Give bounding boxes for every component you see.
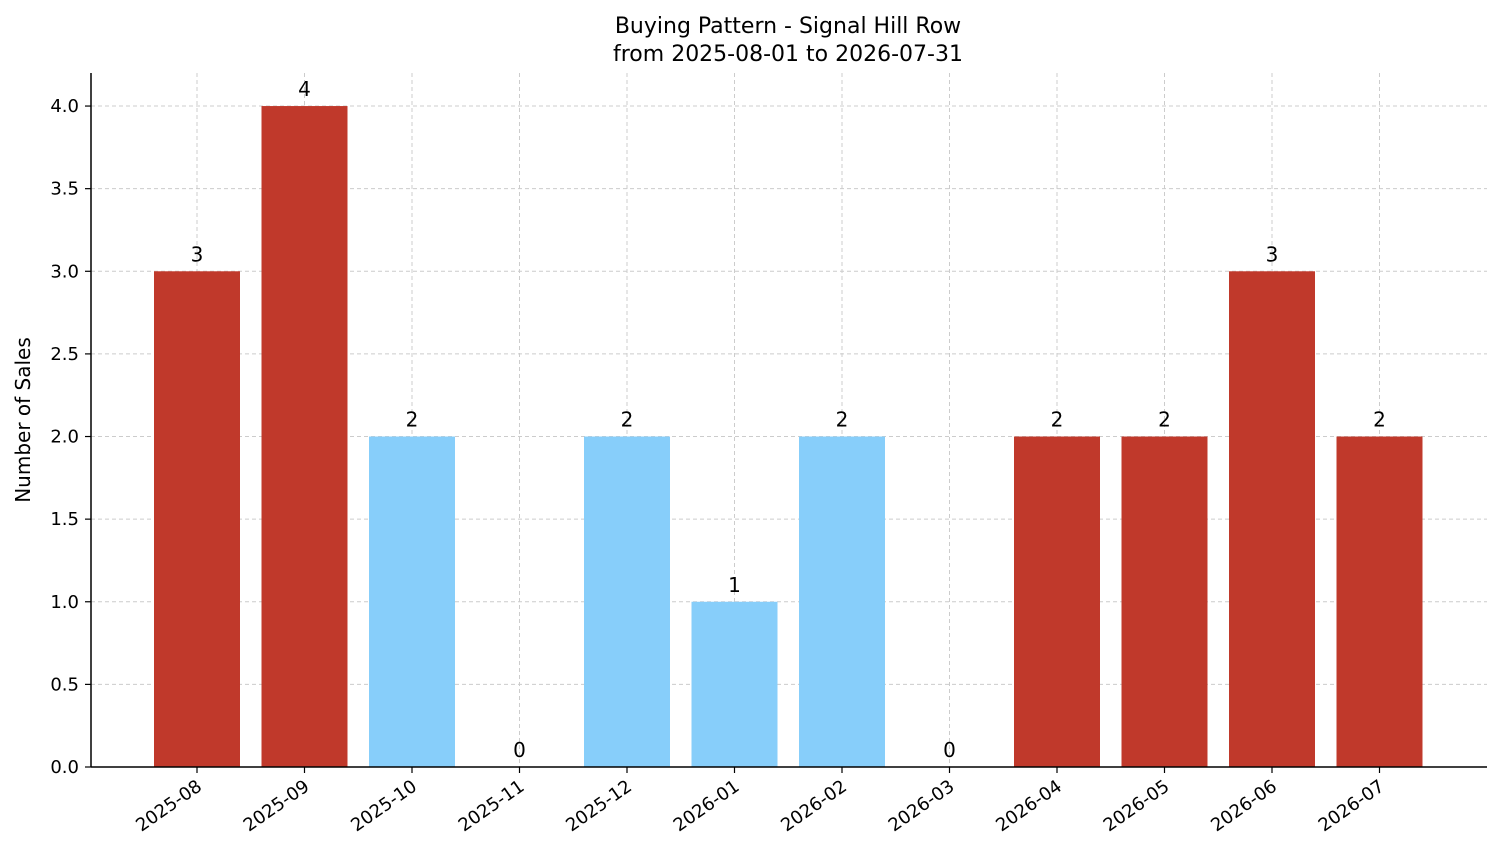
bar — [1336, 436, 1423, 767]
bar — [1121, 436, 1208, 767]
y-tick-label: 1.0 — [50, 592, 79, 613]
data-labels-layer: 3 4 2 0 2 1 2 0 2 2 3 2 — [191, 77, 1386, 762]
y-tick-label: 0.0 — [50, 757, 79, 778]
data-label: 3 — [191, 242, 204, 266]
x-tick-label: 2026-07 — [1315, 776, 1389, 836]
x-tick-label: 2025-08 — [132, 776, 206, 836]
bar — [154, 271, 240, 767]
y-ticks-layer: 0.0 0.5 1.0 1.5 2.0 2.5 3.0 3.5 4.0 — [50, 96, 91, 778]
x-tick-label: 2026-05 — [1100, 776, 1174, 836]
bar — [691, 601, 778, 767]
y-tick-label: 2.0 — [50, 427, 79, 448]
data-label: 0 — [943, 738, 956, 762]
bar — [261, 106, 348, 768]
data-label: 2 — [1373, 408, 1386, 432]
bar — [369, 436, 455, 767]
y-tick-label: 0.5 — [50, 674, 79, 695]
y-tick-label: 4.0 — [50, 96, 79, 117]
data-label: 3 — [1266, 242, 1279, 266]
y-tick-label: 1.5 — [50, 509, 79, 530]
y-tick-label: 3.0 — [50, 261, 79, 282]
data-label: 4 — [298, 77, 311, 101]
x-tick-label: 2026-06 — [1207, 776, 1281, 836]
bars-layer — [154, 106, 1423, 768]
data-label: 1 — [728, 573, 741, 597]
chart-title: Buying Pattern - Signal Hill Row — [615, 14, 961, 39]
bar — [1229, 271, 1315, 767]
data-label: 2 — [1158, 408, 1171, 432]
y-tick-label: 2.5 — [50, 344, 79, 365]
bar — [584, 436, 670, 767]
y-tick-label: 3.5 — [50, 179, 79, 200]
data-label: 2 — [406, 408, 419, 432]
x-tick-label: 2025-11 — [455, 776, 529, 836]
x-tick-label: 2025-09 — [240, 776, 314, 836]
x-tick-label: 2026-04 — [992, 776, 1066, 836]
data-label: 0 — [513, 738, 526, 762]
x-tick-label: 2026-02 — [777, 776, 851, 836]
x-tick-label: 2026-01 — [670, 776, 744, 836]
x-tick-label: 2026-03 — [885, 776, 959, 836]
x-tick-label: 2025-12 — [562, 776, 636, 836]
x-tick-label: 2025-10 — [347, 776, 421, 836]
bar — [1014, 436, 1100, 767]
data-label: 2 — [1051, 408, 1064, 432]
bar — [799, 436, 885, 767]
y-axis-label: Number of Sales — [11, 337, 35, 503]
data-label: 2 — [621, 408, 634, 432]
data-label: 2 — [836, 408, 849, 432]
chart-subtitle: from 2025-08-01 to 2026-07-31 — [613, 42, 963, 67]
x-ticks-layer: 2025-08 2025-09 2025-10 2025-11 2025-12 2026-… — [132, 767, 1388, 836]
